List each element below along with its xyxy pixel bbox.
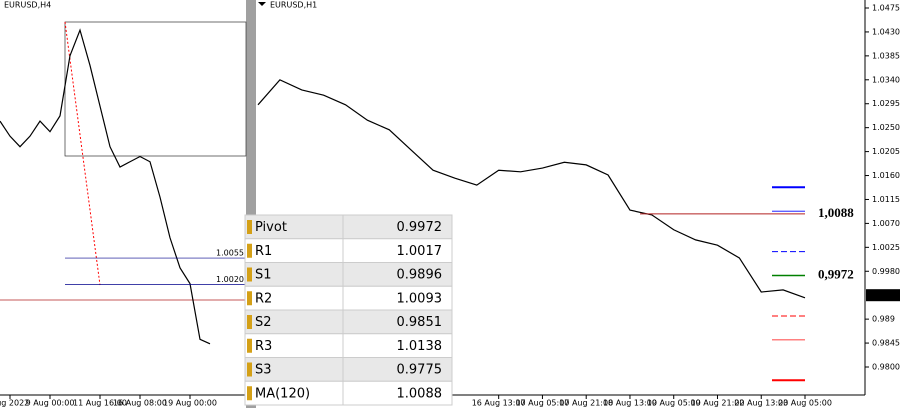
y-tick-label: 1.0115	[872, 195, 900, 204]
x-tick-label: 19 Aug 00:00	[163, 399, 217, 408]
level-value: 0.9972	[397, 220, 443, 235]
price-line	[257, 79, 806, 299]
y-tick-label: 0.9980	[872, 267, 900, 276]
level-value: 1.0088	[397, 386, 443, 401]
level-value: 1.0138	[397, 339, 443, 354]
y-tick-label: 1.0250	[872, 123, 900, 132]
row-icon	[247, 291, 252, 306]
x-tick-label: 16 Aug 13:00	[472, 399, 526, 408]
y-tick-label: 0.9845	[872, 339, 900, 348]
x-tick-label: 17 Aug 21:00	[559, 399, 613, 408]
chart-title: EURUSD,H4	[4, 1, 51, 10]
row-icon	[247, 315, 252, 329]
y-tick-label: 1.0295	[872, 99, 900, 108]
y-tick-label: 0.989	[872, 315, 895, 324]
x-tick-label: 23 Aug 05:00	[778, 399, 832, 408]
x-tick-label: Aug 2022	[0, 399, 29, 408]
fib-label: 1.0020	[216, 275, 244, 284]
trend-line	[64, 21, 101, 286]
fib-label: 1.0055	[216, 249, 244, 258]
chart-title: EURUSD,H1	[270, 1, 317, 10]
row-icon	[247, 267, 252, 282]
level-name: MA(120)	[255, 386, 310, 401]
x-tick-label: 9 Aug 00:00	[26, 399, 75, 408]
row-icon	[247, 243, 252, 258]
table-row	[244, 380, 453, 406]
y-tick-label: 1.0340	[872, 75, 900, 84]
level-name: R3	[255, 339, 272, 354]
price-line	[0, 28, 211, 345]
x-tick-label: 16 Aug 08:00	[113, 399, 167, 408]
y-tick-label: 1.0475	[872, 4, 900, 13]
row-icon	[247, 386, 252, 401]
levels-table: Pivot 0.9972 R1 1.0017 S1 0.9896 R2 1.0093 S2 0.9…	[244, 214, 453, 406]
row-icon	[247, 362, 252, 377]
level-value: 0.9775	[397, 363, 443, 378]
y-tick-label: 0.9800	[872, 363, 900, 372]
menu-arrow	[258, 2, 266, 6]
x-tick-label: 17 Aug 05:00	[515, 399, 569, 408]
y-tick-label: 1.0160	[872, 171, 900, 180]
y-tick-label: 1.0385	[872, 51, 900, 60]
level-name: R1	[255, 244, 272, 259]
level-name: S3	[255, 363, 272, 378]
y-tick-label: 1.0205	[872, 147, 900, 156]
x-tick-label: 11 Aug 16:00	[73, 399, 127, 408]
current-price: 0.9935	[872, 291, 900, 300]
x-tick-label: 18 Aug 13:00	[603, 399, 657, 408]
divider	[246, 0, 256, 408]
x-tick-label: 22 Aug 13:00	[734, 399, 788, 408]
level-annotation: 1,0088	[818, 205, 854, 220]
level-name: S2	[255, 315, 272, 330]
y-tick-label: 1.0430	[872, 27, 900, 36]
x-tick-label: 19 Aug 21:00	[691, 399, 745, 408]
level-name: Pivot	[255, 220, 287, 235]
y-tick-label: 1.0025	[872, 243, 900, 252]
row-icon	[247, 338, 252, 353]
y-tick-label: 1.0070	[872, 219, 900, 228]
row-icon	[247, 220, 252, 234]
price-box	[866, 289, 900, 302]
level-name: S1	[255, 268, 272, 283]
x-tick-label: 19 Aug 05:00	[647, 399, 701, 408]
level-value: 0.9896	[397, 268, 443, 283]
level-annotation: 0,9972	[818, 267, 854, 282]
level-value: 1.0017	[397, 244, 443, 259]
level-value: 1.0093	[397, 291, 443, 306]
level-value: 0.9851	[397, 315, 443, 330]
level-name: R2	[255, 291, 272, 306]
